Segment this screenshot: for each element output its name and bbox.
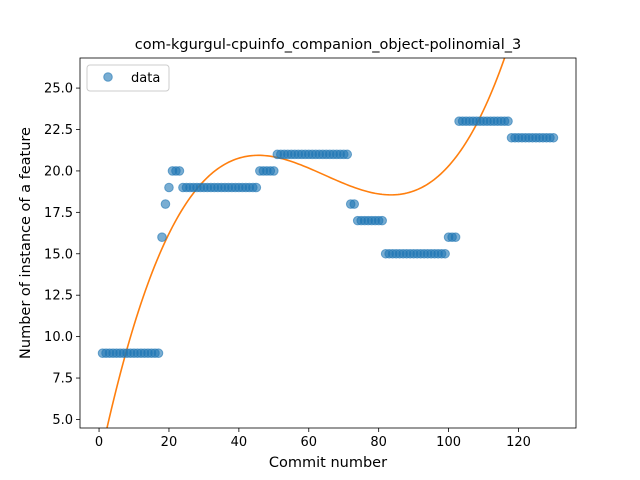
data-point	[164, 182, 174, 193]
data-series	[97, 116, 559, 358]
data-point	[503, 116, 513, 127]
x-axis-label: Commit number	[269, 455, 387, 471]
data-point	[251, 182, 262, 193]
data-point	[377, 215, 387, 226]
x-tick-label: 100	[436, 435, 461, 450]
data-point	[269, 166, 279, 176]
legend-label-data: data	[131, 71, 160, 86]
y-tick-label: 7.5	[52, 372, 73, 387]
data-point	[153, 348, 164, 358]
data-point	[174, 166, 185, 176]
y-tick-label: 5.0	[52, 413, 73, 428]
y-tick-label: 15.0	[44, 247, 73, 262]
x-axis: 0 20 40 60 80 100 120	[95, 428, 531, 450]
data-point	[548, 132, 559, 143]
legend-marker-data	[103, 72, 113, 82]
x-tick-label: 20	[161, 435, 178, 450]
y-tick-label: 12.5	[44, 289, 73, 304]
y-axis-label: Number of instance of a feature	[18, 127, 34, 359]
x-tick-label: 60	[301, 435, 318, 450]
x-tick-label: 40	[231, 435, 248, 450]
data-point	[450, 232, 461, 242]
x-tick-label: 0	[95, 435, 103, 450]
data-point	[160, 199, 171, 209]
y-tick-label: 17.5	[44, 206, 73, 221]
y-tick-label: 25.0	[44, 82, 73, 97]
plot-area-frame	[79, 57, 577, 429]
legend-box	[86, 64, 170, 92]
data-point	[349, 199, 360, 209]
data-point	[342, 149, 353, 160]
x-tick-label: 120	[506, 435, 531, 450]
y-axis: 5.0 7.5 10.0 12.5 15.0 17.5 20.0 22.5 25.0	[44, 82, 80, 428]
chart-title: com-kgurgul-cpuinfo_companion_object-pol…	[135, 37, 521, 53]
y-tick-label: 22.5	[44, 123, 73, 138]
x-tick-label: 80	[370, 435, 387, 450]
data-point	[440, 248, 450, 259]
y-tick-label: 10.0	[44, 330, 73, 345]
data-point	[157, 232, 167, 242]
legend: data	[86, 64, 170, 92]
y-tick-label: 20.0	[44, 164, 73, 179]
